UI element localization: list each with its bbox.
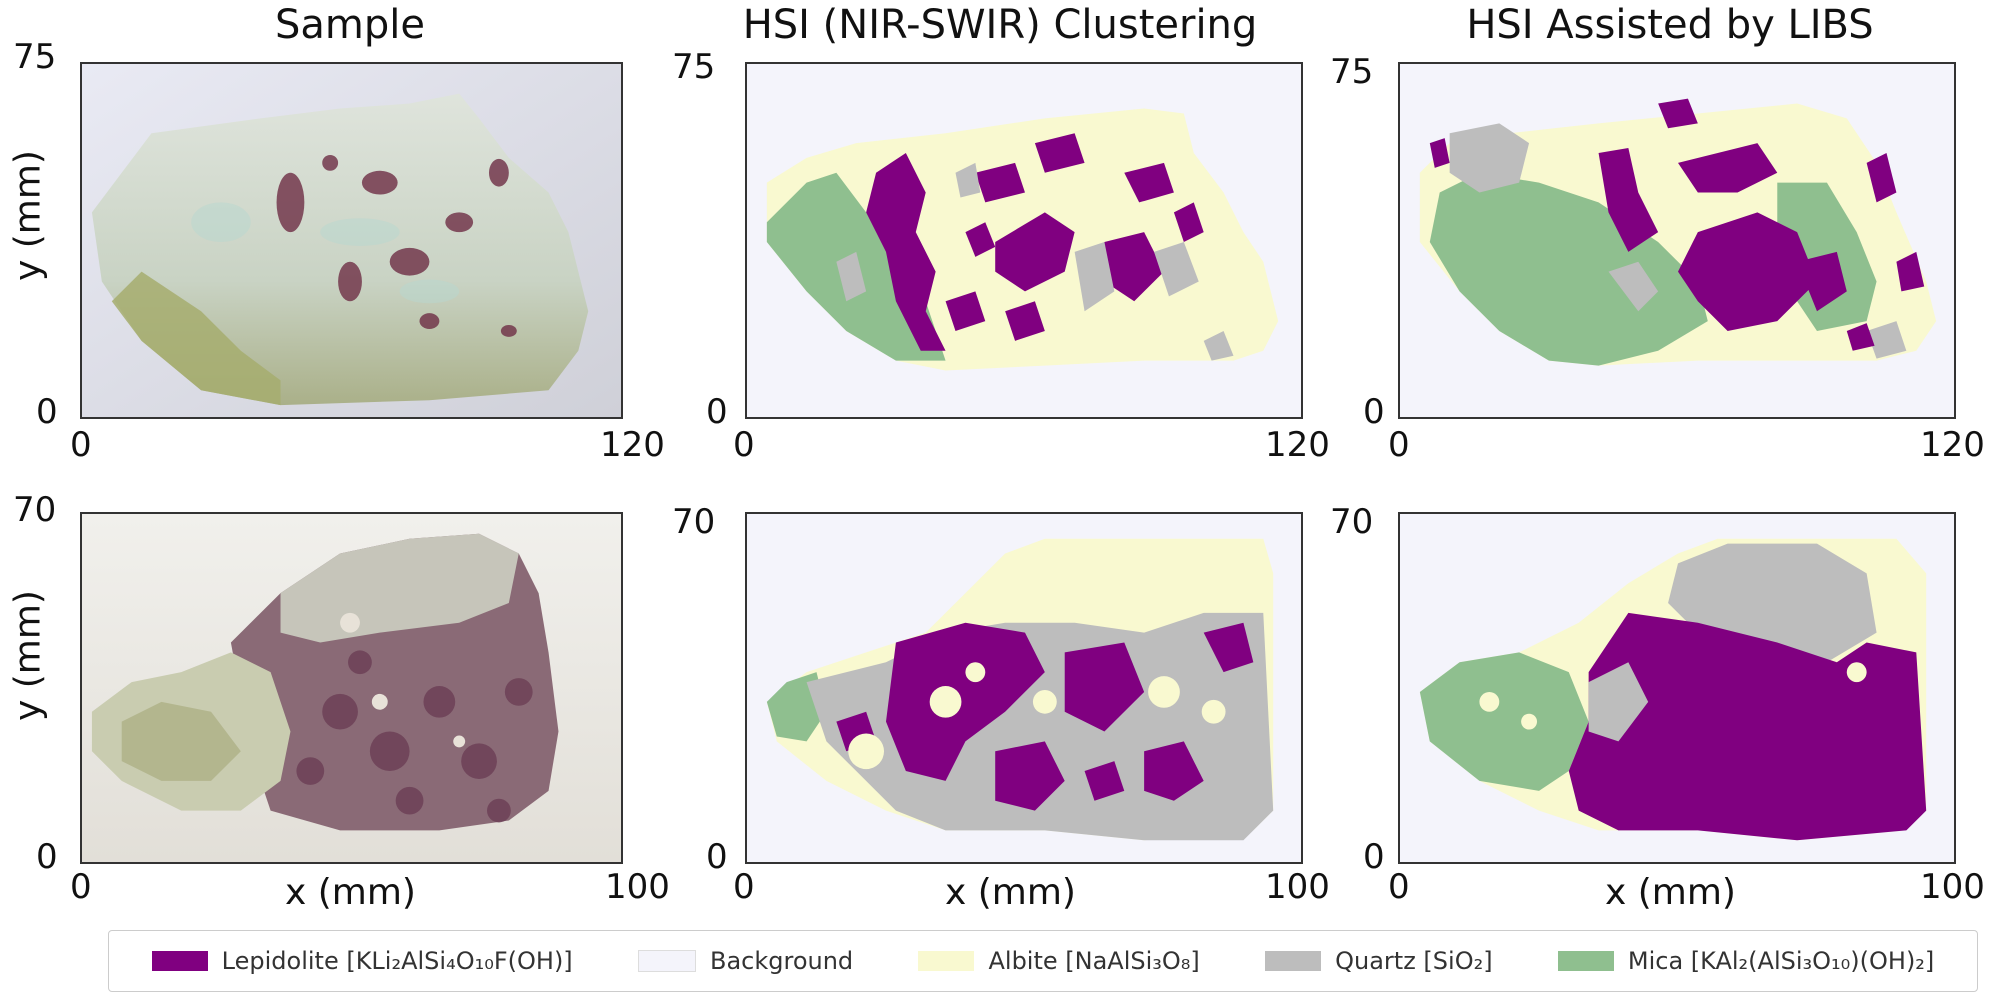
legend-swatch-albite [918,951,975,971]
legend-swatch-background [637,950,696,972]
legend-label-quartz: Quartz [SiO₂] [1335,947,1493,975]
x-axis-label-col1: x (mm) [285,872,416,913]
legend-swatch-lepidolite [151,951,208,971]
column-title-hsi-libs: HSI Assisted by LIBS [1466,2,1874,48]
hsi-libs-map-2 [1398,512,1956,864]
column-title-sample: Sample [275,2,425,48]
hsi-libs-map-1 [1398,62,1956,419]
legend-label-albite: Albite [NaAlSi₃O₈] [988,947,1200,975]
row1-y-tick-bottom: 0 [36,392,58,432]
hsi-clustering-map-2 [745,512,1303,864]
row1-panel3-y-tick-top: 75 [1330,52,1374,92]
row1-panel3-x-tick-left: 0 [1388,425,1410,465]
row2-panel2-x-tick-right: 100 [1265,867,1330,907]
row2-y-tick-top: 70 [13,490,57,530]
row1-panel2-x-tick-right: 120 [1265,425,1330,465]
y-axis-label-row1: y (mm) [7,150,49,281]
row1-y-tick-top: 75 [13,37,57,77]
row1-panel2-y-tick-top: 75 [672,47,716,87]
legend-item-background: Background [637,947,854,975]
column-title-hsi-clustering: HSI (NIR-SWIR) Clustering [742,2,1258,48]
row1-x-tick-right: 120 [600,425,665,465]
legend-swatch-quartz [1265,951,1322,971]
row2-panel2-y-tick-top: 70 [672,502,716,542]
row2-panel3-y-tick-bottom: 0 [1363,837,1385,877]
legend-label-lepidolite: Lepidolite [KLi₂AlSi₄O₁₀F(OH)] [221,947,573,975]
legend: Lepidolite [KLi₂AlSi₄O₁₀F(OH)] Backgroun… [108,930,1978,992]
row2-x-tick-left: 0 [70,867,92,907]
x-axis-label-col2: x (mm) [945,872,1076,913]
legend-swatch-mica [1557,951,1614,971]
row1-panel3-x-tick-right: 120 [1920,425,1985,465]
row1-panel2-x-tick-left: 0 [733,425,755,465]
row2-panel3-y-tick-top: 70 [1330,502,1374,542]
legend-item-quartz: Quartz [SiO₂] [1265,947,1493,975]
legend-item-mica: Mica [KAl₂(AlSi₃O₁₀)(OH)₂] [1557,947,1935,975]
row2-panel3-x-tick-right: 100 [1920,867,1985,907]
hsi-clustering-map-1 [745,62,1303,419]
legend-label-background: Background [709,947,854,975]
row2-panel2-y-tick-bottom: 0 [706,837,728,877]
row1-panel2-y-tick-bottom: 0 [706,392,728,432]
legend-item-lepidolite: Lepidolite [KLi₂AlSi₄O₁₀F(OH)] [151,947,573,975]
row1-panel3-y-tick-bottom: 0 [1363,392,1385,432]
row2-x-tick-right: 100 [605,867,670,907]
sample-photo-2 [80,512,623,864]
sample-photo-1 [80,62,623,419]
row2-y-tick-bottom: 0 [36,837,58,877]
legend-item-albite: Albite [NaAlSi₃O₈] [918,947,1200,975]
row2-panel2-x-tick-left: 0 [733,867,755,907]
row2-panel3-x-tick-left: 0 [1388,867,1410,907]
legend-label-mica: Mica [KAl₂(AlSi₃O₁₀)(OH)₂] [1627,947,1935,975]
row1-x-tick-left: 0 [70,425,92,465]
y-axis-label-row2: y (mm) [7,590,49,721]
x-axis-label-col3: x (mm) [1605,872,1736,913]
